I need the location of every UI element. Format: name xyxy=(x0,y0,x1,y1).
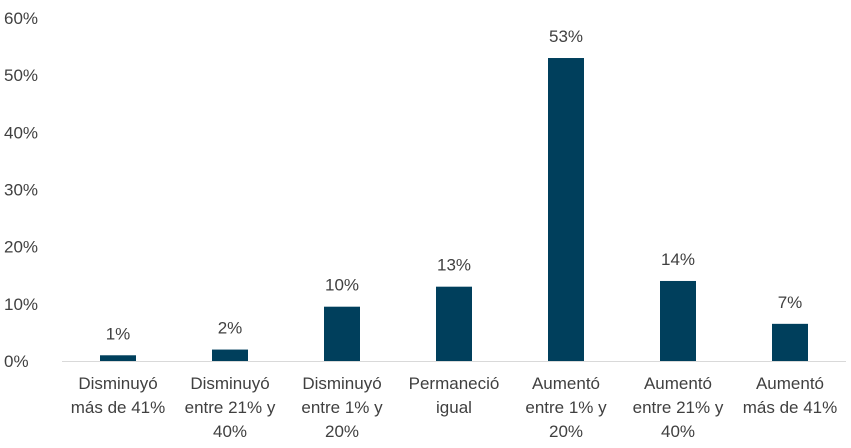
x-tick-label-line: Aumentó xyxy=(532,374,600,393)
data-label: 14% xyxy=(661,250,695,269)
y-tick-label: 60% xyxy=(4,9,38,28)
y-tick-label: 30% xyxy=(4,181,38,200)
y-tick-label: 50% xyxy=(4,66,38,85)
x-tick-label-line: 20% xyxy=(549,422,583,441)
bar xyxy=(100,355,136,361)
x-tick-label-line: igual xyxy=(436,398,472,417)
data-label: 1% xyxy=(106,324,131,343)
x-tick-label-line: más de 41% xyxy=(743,398,838,417)
y-axis-ticks: 0% 10% 20% 30% 40% 50% 60% xyxy=(4,9,38,371)
bar xyxy=(772,323,808,361)
x-tick-label: Permaneció igual xyxy=(409,374,500,417)
x-tick-label-line: entre 1% y xyxy=(301,398,383,417)
x-tick-label: Disminuyó entre 1% y 20% xyxy=(301,374,383,441)
bar xyxy=(660,280,696,361)
x-tick-label: Aumentó más de 41% xyxy=(743,374,838,417)
x-tick-label-line: entre 21% y xyxy=(633,398,724,417)
x-tick-label: Disminuyó más de 41% xyxy=(71,374,166,417)
data-label: 2% xyxy=(218,319,243,338)
y-tick-label: 10% xyxy=(4,295,38,314)
data-labels: 1% 2% 10% 13% 53% 14% 7% xyxy=(106,27,803,343)
x-tick-label-line: más de 41% xyxy=(71,398,166,417)
x-tick-label-line: entre 1% y xyxy=(525,398,607,417)
x-tick-label: Disminuyó entre 21% y 40% xyxy=(185,374,276,441)
x-tick-label-line: 40% xyxy=(661,422,695,441)
x-tick-label: Aumentó entre 21% y 40% xyxy=(633,374,724,441)
x-tick-label-line: Aumentó xyxy=(644,374,712,393)
y-tick-label: 0% xyxy=(4,352,29,371)
y-tick-label: 20% xyxy=(4,238,38,257)
data-label: 7% xyxy=(778,293,803,312)
x-tick-label-line: Disminuyó xyxy=(190,374,269,393)
bars xyxy=(100,58,808,362)
data-label: 10% xyxy=(325,276,359,295)
category-labels: Disminuyó más de 41% Disminuyó entre 21% y 4… xyxy=(71,374,838,441)
x-tick-label-line: entre 21% y xyxy=(185,398,276,417)
bar xyxy=(212,349,248,361)
x-tick-label-line: 40% xyxy=(213,422,247,441)
x-tick-label-line: Aumentó xyxy=(756,374,824,393)
x-tick-label-line: Permaneció xyxy=(409,374,500,393)
bar xyxy=(548,58,584,362)
y-tick-label: 40% xyxy=(4,123,38,142)
data-label: 53% xyxy=(549,27,583,46)
x-tick-label-line: Disminuyó xyxy=(78,374,157,393)
x-tick-label-line: 20% xyxy=(325,422,359,441)
bar xyxy=(436,286,472,361)
x-tick-label: Aumentó entre 1% y 20% xyxy=(525,374,607,441)
bar xyxy=(324,306,360,361)
x-tick-label-line: Disminuyó xyxy=(302,374,381,393)
data-label: 13% xyxy=(437,256,471,275)
